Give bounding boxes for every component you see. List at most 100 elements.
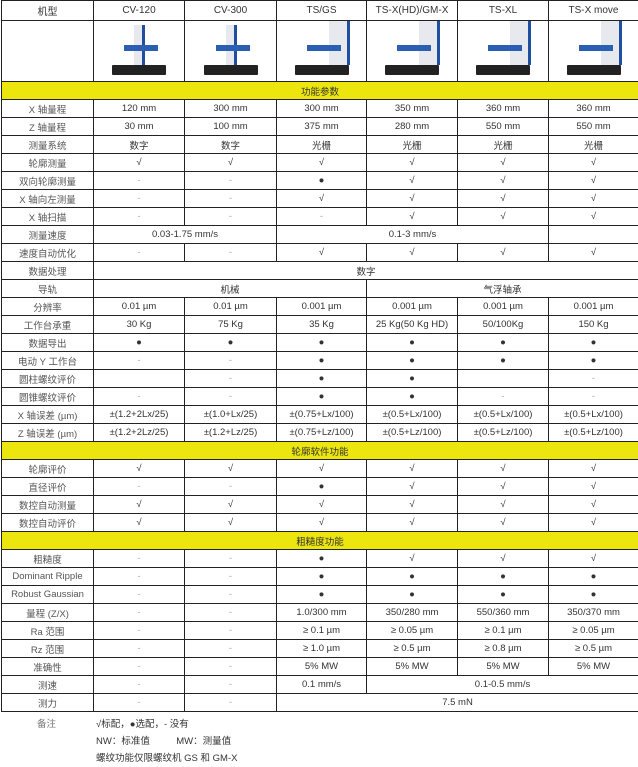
table-cell: 360 mm (457, 99, 549, 118)
table-cell: 350 mm (366, 99, 458, 118)
table-cell: √ (548, 189, 638, 208)
machine-image (104, 23, 174, 79)
table-row: 粗糙度 - - ● √ √ √ (1, 549, 638, 568)
table-cell: - (93, 621, 185, 640)
table-cell: ±(0.5+Lx/100) (457, 405, 549, 424)
table-cell: ±(0.5+Lz/100) (548, 423, 638, 442)
row-label: 圆柱螺纹评价 (1, 369, 94, 388)
table-cell: ● (548, 351, 638, 370)
table-cell: 光栅 (366, 135, 458, 154)
model-photo (366, 20, 458, 82)
table-cell: ● (366, 369, 458, 388)
model-name: TS-X(HD)/GM-X (366, 0, 458, 21)
table-cell: - (93, 171, 185, 190)
table-cell: √ (366, 477, 458, 496)
table-cell: 550/360 mm (457, 603, 549, 622)
table-cell: - (184, 207, 277, 226)
table-cell: 光栅 (548, 135, 638, 154)
table-cell: ● (276, 585, 367, 604)
section-header: 功能参数 (1, 81, 638, 100)
table-cell: ≥ 1.0 µm (276, 639, 367, 658)
note-line: √标配，●选配，- 没有 (96, 719, 189, 730)
table-cell: √ (457, 513, 549, 532)
row-label: 数据处理 (1, 261, 94, 280)
table-cell: √ (457, 477, 549, 496)
table-cell: - (184, 351, 277, 370)
table-cell: ● (548, 333, 638, 352)
row-label: 分辨率 (1, 297, 94, 316)
machine-image (196, 23, 266, 79)
table-cell: ±(0.5+Lz/100) (366, 423, 458, 442)
table-cell: √ (184, 153, 277, 172)
table-row: 准确性 - -5% MW 5% MW 5% MW 5% MW (1, 657, 638, 676)
table-row: X 轴向左测量 - - √ √ √ √ (1, 189, 638, 208)
row-label: 测速 (1, 675, 94, 694)
table-cell: 350/280 mm (366, 603, 458, 622)
table-row: Z 轴量程 30 mm 100 mm 375 mm 280 mm 550 mm 550 mm (1, 117, 638, 136)
table-cell: - (93, 189, 185, 208)
table-cell: - (184, 243, 277, 262)
row-label: 数控自动测量 (1, 495, 94, 514)
row-label: X 轴向左测量 (1, 189, 94, 208)
table-row: 导轨 机械 气浮轴承 (1, 279, 638, 298)
table-cell: ● (366, 333, 458, 352)
table-row: 电动 Y 工作台 - - ● ● ● ● (1, 351, 638, 370)
row-label: 轮廓评价 (1, 459, 94, 478)
table-cell: - (184, 585, 277, 604)
table-cell: - (93, 639, 185, 658)
table-cell (93, 369, 185, 388)
table-cell: ≥ 0.1 µm (457, 621, 549, 640)
section-title: 功能参数 (1, 81, 638, 100)
table-cell: √ (276, 189, 367, 208)
row-label: Dominant Ripple (1, 567, 94, 586)
table-cell: - (184, 549, 277, 568)
note-line: NW：标准值 MW：测量值 (96, 736, 232, 747)
table-cell: 0.001 µm (457, 297, 549, 316)
model-photo (276, 20, 367, 82)
table-cell: √ (548, 549, 638, 568)
section-header: 轮廓软件功能 (1, 441, 638, 460)
table-cell: ● (276, 549, 367, 568)
table-cell: √ (457, 459, 549, 478)
table-cell: - (276, 207, 367, 226)
table-cell: √ (366, 153, 458, 172)
table-row: 双向轮廓测量 - - ● √ √ √ (1, 171, 638, 190)
table-cell: - (184, 657, 277, 676)
table-row: 数据导出 ● ● ● ● ● ● (1, 333, 638, 352)
table-cell: 75 Kg (184, 315, 277, 334)
table-cell: 光栅 (276, 135, 367, 154)
empty-cell (1, 20, 94, 82)
table-row: 测力 - -7.5 mN (1, 693, 638, 712)
table-cell: 数字 (93, 135, 185, 154)
table-row: Dominant Ripple - - ● ● ● ● (1, 567, 638, 586)
header-label: 机型 (1, 0, 94, 21)
section-title: 粗糙度功能 (1, 531, 638, 550)
table-cell: ● (548, 585, 638, 604)
model-name: TS-X move (548, 0, 638, 21)
table-cell: ±(0.5+Lx/100) (366, 405, 458, 424)
table-cell: - (93, 603, 185, 622)
table-cell: ● (276, 351, 367, 370)
table-cell: 5% MW (548, 657, 638, 676)
table-cell: √ (93, 459, 185, 478)
table-cell: ±(0.75+Lx/100) (276, 405, 367, 424)
table-cell: ● (457, 351, 549, 370)
table-cell: 0.01 µm (184, 297, 277, 316)
table-cell: √ (457, 243, 549, 262)
table-cell: 280 mm (366, 117, 458, 136)
table-cell: - (93, 585, 185, 604)
notes-label: 备注 (37, 719, 57, 730)
row-label: 电动 Y 工作台 (1, 351, 94, 370)
row-label: Robust Gaussian (1, 585, 94, 604)
table-cell: ±(1.0+Lx/25) (184, 405, 277, 424)
table-row: 分辨率 0.01 µm 0.01 µm 0.001 µm 0.001 µm 0.001 µ… (1, 297, 638, 316)
table-row: 轮廓测量 √ √ √ √ √ √ (1, 153, 638, 172)
table-cell: - (93, 657, 185, 676)
table-cell: √ (457, 495, 549, 514)
table-cell: ±(0.5+Lx/100) (548, 405, 638, 424)
table-cell: √ (548, 495, 638, 514)
table-cell: 0.1 mm/s (276, 675, 367, 694)
table-cell: 数字 (93, 261, 638, 280)
model-photo (548, 20, 638, 82)
table-cell: - (184, 189, 277, 208)
